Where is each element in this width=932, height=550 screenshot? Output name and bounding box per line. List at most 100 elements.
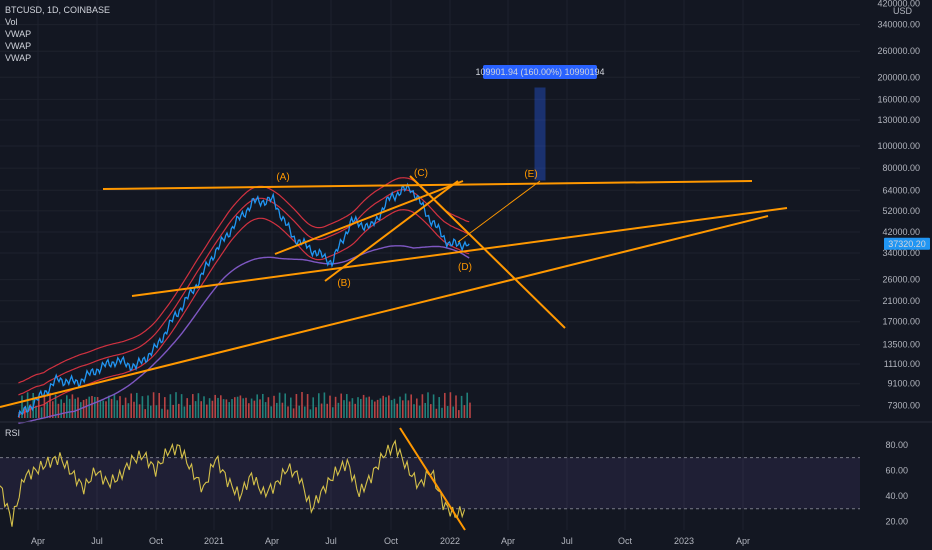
volume-bar: [320, 403, 323, 418]
volume-bar: [222, 399, 225, 418]
rsi-title[interactable]: RSI: [5, 428, 21, 438]
volume-bar: [66, 395, 68, 418]
volume-bar: [200, 401, 202, 418]
volume-bar: [385, 397, 387, 418]
volume-bar: [228, 402, 230, 418]
volume-bar: [404, 393, 407, 418]
volume-bar: [245, 397, 247, 418]
resistance-line[interactable]: [102, 180, 753, 190]
time-tick-label: Apr: [736, 536, 750, 546]
volume-bar: [197, 393, 200, 418]
volume-bar: [110, 398, 113, 418]
rsi-trendline[interactable]: [399, 427, 466, 531]
price-axis[interactable]: 420000.00 340000.00 260000.00 200000.00 1600…: [877, 0, 930, 411]
price-series: [17, 182, 470, 418]
volume-bar: [323, 392, 326, 418]
volume-bar: [379, 398, 382, 418]
projection-box[interactable]: 109901.94 (160.00%) 10990194: [475, 65, 605, 181]
trendlines[interactable]: [0, 175, 788, 408]
indicator-vol[interactable]: Vol: [5, 17, 18, 27]
indicator-vwap-1[interactable]: VWAP: [5, 29, 32, 39]
rsi-tick-label: 60.00: [885, 465, 908, 475]
time-tick-label: 2022: [440, 536, 460, 546]
volume-bar: [402, 400, 404, 418]
volume-bar: [26, 392, 29, 418]
projection-label-box[interactable]: [483, 65, 597, 79]
volume-bar: [312, 397, 314, 418]
current-price-label: 37320.20: [888, 239, 926, 249]
current-price-tag: [884, 237, 930, 250]
indicator-vwap-2[interactable]: VWAP: [5, 41, 32, 51]
volume-bar: [430, 404, 432, 418]
volume-bar: [21, 395, 23, 418]
price-tick-label: 420000.00: [877, 0, 920, 9]
time-tick-label: Oct: [149, 536, 164, 546]
volume-bar: [253, 400, 256, 418]
volume-bar: [175, 392, 177, 418]
time-axis[interactable]: Apr Jul Oct 2021 Apr Jul Oct 2022 Apr Jul Oct 2023 A…: [31, 536, 750, 546]
long-support-line[interactable]: [0, 215, 769, 408]
volume-bar: [85, 398, 88, 418]
upper-band-outer: [18, 177, 470, 384]
volume-bar: [105, 401, 107, 418]
upper-support-line[interactable]: [131, 207, 788, 297]
volume-bar: [194, 401, 197, 418]
volume-bar: [133, 401, 135, 418]
volume-bar: [158, 392, 160, 418]
rsi-axis[interactable]: 80.00 60.00 40.00 20.00: [885, 440, 908, 527]
volume-bar: [113, 393, 116, 418]
volume-bar: [264, 402, 267, 418]
volume-bar: [376, 399, 379, 418]
volume-bar: [332, 407, 334, 418]
volume-bar: [374, 401, 376, 418]
volume-bar: [421, 394, 424, 418]
descending-line[interactable]: [409, 175, 566, 329]
wedge-upper-line[interactable]: [274, 180, 464, 255]
volume-bar: [161, 408, 163, 418]
volume-bar: [304, 406, 306, 418]
volume-bar: [147, 395, 149, 418]
price-tick-label: 7300.00: [887, 401, 920, 411]
volume-bar: [354, 403, 356, 418]
volume-bar: [278, 392, 281, 418]
rsi-tick-label: 80.00: [885, 440, 908, 450]
projection-connector[interactable]: [457, 180, 541, 243]
price-tick-label: 260000.00: [877, 46, 920, 56]
wave-label: (E): [524, 169, 537, 180]
time-tick-label: Jul: [325, 536, 337, 546]
symbol-title[interactable]: BTCUSD, 1D, COINBASE: [5, 5, 111, 15]
price-tick-label: 64000.00: [882, 185, 920, 195]
volume-bar: [248, 403, 250, 418]
volume-bar: [267, 397, 270, 418]
volume-bar: [362, 394, 365, 418]
volume-bar: [141, 396, 144, 418]
wedge-lower-line[interactable]: [324, 180, 459, 282]
btcusd-price-line: [17, 182, 470, 418]
volume-bar: [231, 399, 233, 418]
volume-bar: [432, 394, 435, 418]
volume-bar: [281, 402, 284, 418]
volume-bar: [217, 397, 219, 418]
volume-bar: [469, 402, 471, 418]
wave-label: (C): [414, 168, 428, 179]
volume-bar: [54, 394, 57, 418]
price-tick-label: 340000.00: [877, 20, 920, 30]
volume-bar: [329, 395, 331, 418]
rsi-line: [0, 439, 466, 527]
volume-bar: [152, 392, 155, 418]
price-tick-label: 52000.00: [882, 206, 920, 216]
volume-bar: [77, 397, 79, 418]
volume-bar: [301, 392, 303, 418]
volume-bar: [136, 392, 138, 418]
volume-bar: [40, 407, 43, 418]
projection-range[interactable]: [534, 87, 546, 181]
rsi-tick-label: 40.00: [885, 491, 908, 501]
volume-bar: [351, 398, 354, 418]
volume-bar: [211, 400, 214, 418]
indicator-vwap-3[interactable]: VWAP: [5, 53, 32, 63]
price-tick-label: 130000.00: [877, 115, 920, 125]
volume-bar: [449, 392, 452, 418]
volume-bar: [189, 404, 191, 418]
